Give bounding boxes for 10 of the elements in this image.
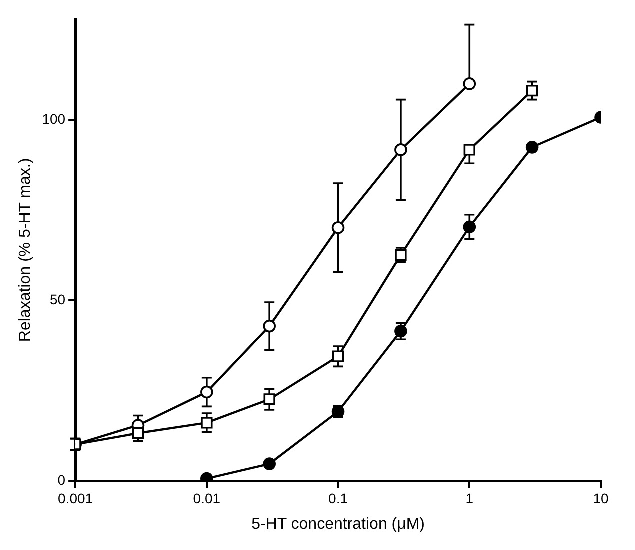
x-tick-label: 1 [466, 490, 474, 506]
y-tick-label: 0 [58, 472, 66, 488]
x-tick-label: 0.1 [328, 490, 348, 506]
x-tick-label: 10 [593, 490, 609, 506]
y-tick-label: 50 [50, 292, 66, 308]
x-axis-title: 5-HT concentration (μM) [252, 516, 425, 533]
y-axis-title: Relaxation (% 5-HT max.) [17, 158, 34, 342]
y-tick-label: 100 [42, 111, 66, 128]
x-tick-label: 0.001 [58, 490, 94, 506]
x-tick-label: 0.01 [193, 490, 221, 506]
